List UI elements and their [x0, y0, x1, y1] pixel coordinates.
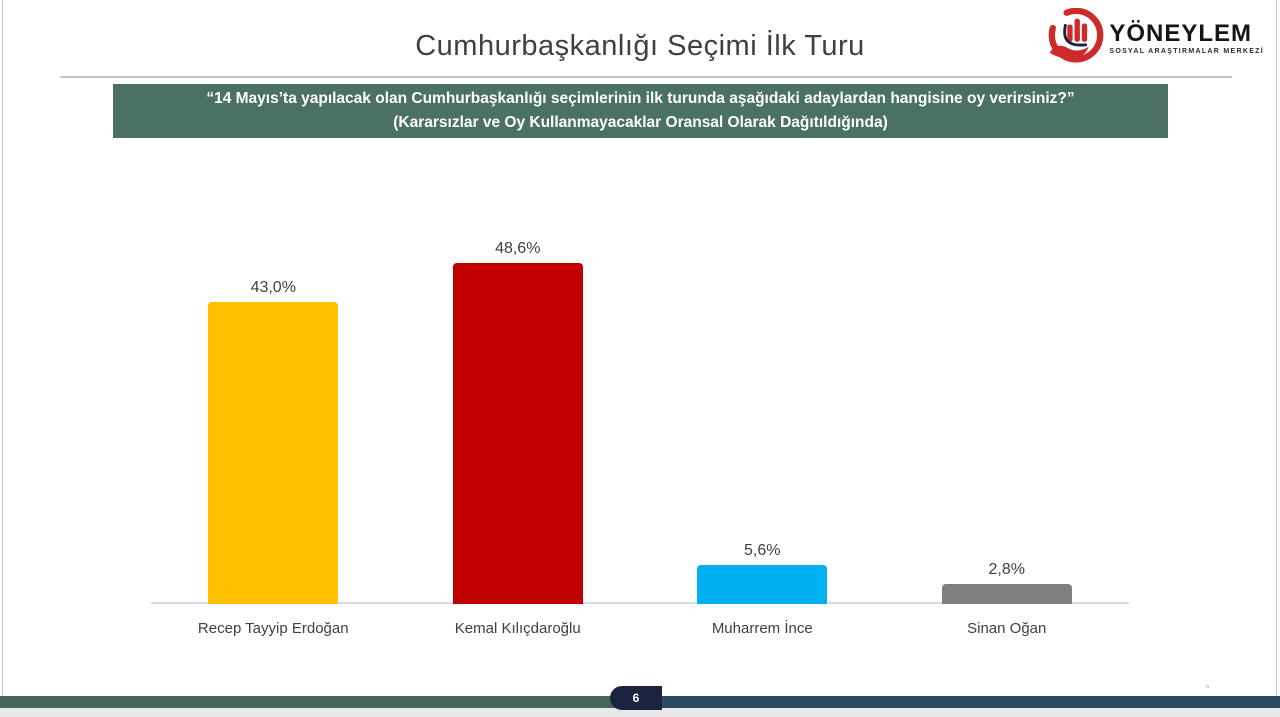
- bar-column: 5,6%: [640, 230, 885, 604]
- bar-value-label: 48,6%: [495, 240, 541, 257]
- category-label: Kemal Kılıçdaroğlu: [454, 620, 581, 637]
- footer-bar-teal: [618, 696, 1280, 708]
- bar: [941, 584, 1072, 604]
- question-banner: “14 Mayıs’ta yapılacak olan Cumhurbaşkan…: [113, 84, 1168, 138]
- slide-right-border: [1276, 0, 1277, 717]
- bar: [452, 263, 583, 604]
- plot-area: 43,0% 48,6% 5,6% 2,8%: [151, 230, 1129, 604]
- bar-value-label: 43,0%: [250, 279, 296, 297]
- stray-mark: ”: [1206, 684, 1209, 694]
- category-label: Sinan Oğan: [967, 620, 1047, 637]
- page-number-badge: 6: [610, 686, 662, 710]
- slide-left-border: [2, 0, 3, 717]
- logo-text-block: YÖNEYLEM SOSYAL ARAŞTIRMALAR MERKEZİ: [1109, 21, 1264, 55]
- bar-column: 2,8%: [885, 230, 1130, 604]
- hand-with-bars-icon: [1048, 8, 1104, 63]
- bar-column: 48,6%: [396, 230, 641, 604]
- company-logo: YÖNEYLEM SOSYAL ARAŞTIRMALAR MERKEZİ: [1045, 8, 1264, 68]
- question-banner-line1: “14 Mayıs’ta yapılacak olan Cumhurbaşkan…: [206, 90, 1075, 107]
- title-divider: [60, 76, 1232, 78]
- x-axis-line: [151, 602, 1129, 604]
- bar: [208, 302, 339, 604]
- bar-value-label: 5,6%: [744, 541, 781, 559]
- page-title: Cumhurbaşkanlığı Seçimi İlk Turu: [415, 30, 865, 62]
- footer-gray-strip: [0, 708, 1280, 717]
- question-banner-line2: (Kararsızlar ve Oy Kullanmayacaklar Oran…: [393, 114, 888, 131]
- logo-subtitle: SOSYAL ARAŞTIRMALAR MERKEZİ: [1109, 48, 1264, 56]
- category-label: Muharrem İnce: [711, 620, 813, 637]
- logo-name: YÖNEYLEM: [1109, 19, 1253, 47]
- footer-bar-green: [0, 696, 618, 708]
- category-row: Recep Tayyip Erdoğan Kemal Kılıçdaroğlu Mu…: [151, 620, 1129, 637]
- bar-column: 43,0%: [151, 230, 396, 604]
- bar-value-label: 2,8%: [988, 561, 1025, 579]
- bar: [697, 564, 828, 604]
- category-label: Recep Tayyip Erdoğan: [197, 620, 349, 637]
